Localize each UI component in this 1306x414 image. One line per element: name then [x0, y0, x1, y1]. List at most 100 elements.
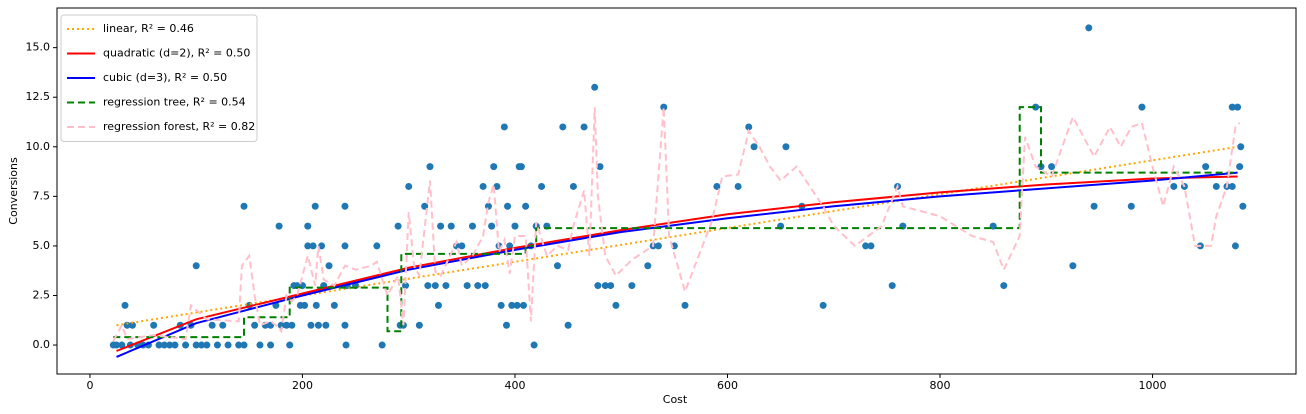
data-point — [341, 321, 349, 329]
x-tick-label: 800 — [930, 379, 951, 392]
data-point — [750, 143, 758, 151]
data-point — [517, 163, 525, 171]
data-point — [426, 163, 434, 171]
data-point — [123, 321, 131, 329]
data-point — [1000, 282, 1008, 290]
data-point — [1231, 242, 1239, 250]
data-point — [819, 301, 827, 309]
data-point — [330, 301, 338, 309]
data-point — [288, 321, 296, 329]
data-point — [277, 321, 285, 329]
data-point — [402, 282, 410, 290]
data-point — [171, 341, 179, 349]
data-point — [502, 321, 510, 329]
data-point — [888, 282, 896, 290]
y-tick-label: 12.5 — [26, 90, 51, 103]
data-point — [513, 301, 521, 309]
data-point — [431, 282, 439, 290]
data-point — [267, 341, 275, 349]
data-point — [166, 341, 174, 349]
data-point — [1085, 24, 1093, 32]
data-point — [511, 222, 519, 230]
y-tick-label: 0.0 — [33, 338, 51, 351]
data-point — [192, 262, 200, 270]
x-tick-label: 200 — [292, 379, 313, 392]
data-point — [394, 222, 402, 230]
data-point — [488, 222, 496, 230]
data-point — [182, 341, 190, 349]
data-point — [213, 341, 221, 349]
data-point — [235, 341, 243, 349]
data-point — [1048, 163, 1056, 171]
legend-label: regression forest, R² = 0.82 — [103, 120, 255, 133]
y-tick-label: 15.0 — [26, 41, 51, 54]
x-axis-label: Cost — [663, 393, 688, 406]
data-point — [378, 341, 386, 349]
data-point — [463, 282, 471, 290]
data-point — [1212, 182, 1220, 190]
data-point — [341, 242, 349, 250]
data-point — [160, 341, 168, 349]
data-point — [1234, 103, 1242, 111]
x-tick-label: 0 — [86, 379, 93, 392]
data-point — [286, 341, 294, 349]
fit-line — [116, 145, 1238, 327]
y-axis-label: Conversions — [7, 157, 20, 225]
data-point — [275, 222, 283, 230]
data-point — [437, 222, 445, 230]
data-point — [596, 163, 604, 171]
data-point — [198, 341, 206, 349]
data-point — [442, 282, 450, 290]
data-point — [118, 341, 126, 349]
data-point — [782, 143, 790, 151]
data-point — [424, 282, 432, 290]
data-point — [1202, 163, 1210, 171]
legend-label: linear, R² = 0.46 — [103, 22, 194, 35]
data-point — [304, 222, 312, 230]
legend-label: cubic (d=3), R² = 0.50 — [103, 71, 227, 84]
data-point — [121, 301, 129, 309]
data-point — [1127, 202, 1135, 210]
data-point — [447, 222, 455, 230]
data-point — [434, 301, 442, 309]
data-point — [128, 321, 136, 329]
y-tick-label: 10.0 — [26, 140, 51, 153]
data-point — [607, 282, 615, 290]
data-point — [325, 262, 333, 270]
data-point — [594, 282, 602, 290]
data-point — [342, 341, 350, 349]
plot-frame — [56, 7, 1297, 375]
data-point — [580, 123, 588, 131]
data-point — [1138, 103, 1146, 111]
data-point — [644, 262, 652, 270]
x-tick-label: 1000 — [1139, 379, 1167, 392]
data-point — [1032, 103, 1040, 111]
data-point — [660, 103, 668, 111]
data-point — [500, 123, 508, 131]
data-point — [1239, 202, 1247, 210]
data-point — [474, 282, 482, 290]
data-point — [713, 182, 721, 190]
data-point — [989, 222, 997, 230]
fit-line — [116, 171, 1238, 358]
legend-label: quadratic (d=2), R² = 0.50 — [103, 47, 250, 60]
data-point — [867, 242, 875, 250]
data-point — [322, 321, 330, 329]
data-point — [150, 321, 158, 329]
data-point — [508, 301, 516, 309]
y-tick-label: 7.5 — [33, 189, 51, 202]
data-point — [493, 182, 501, 190]
data-point — [155, 341, 163, 349]
data-point — [1236, 163, 1244, 171]
data-point — [219, 321, 227, 329]
data-point — [251, 321, 259, 329]
data-point — [591, 83, 599, 91]
data-point — [1069, 262, 1077, 270]
data-point — [203, 341, 211, 349]
data-point — [654, 242, 662, 250]
data-point — [307, 321, 315, 329]
data-point — [538, 182, 546, 190]
data-point — [1237, 143, 1245, 151]
data-point — [240, 341, 248, 349]
